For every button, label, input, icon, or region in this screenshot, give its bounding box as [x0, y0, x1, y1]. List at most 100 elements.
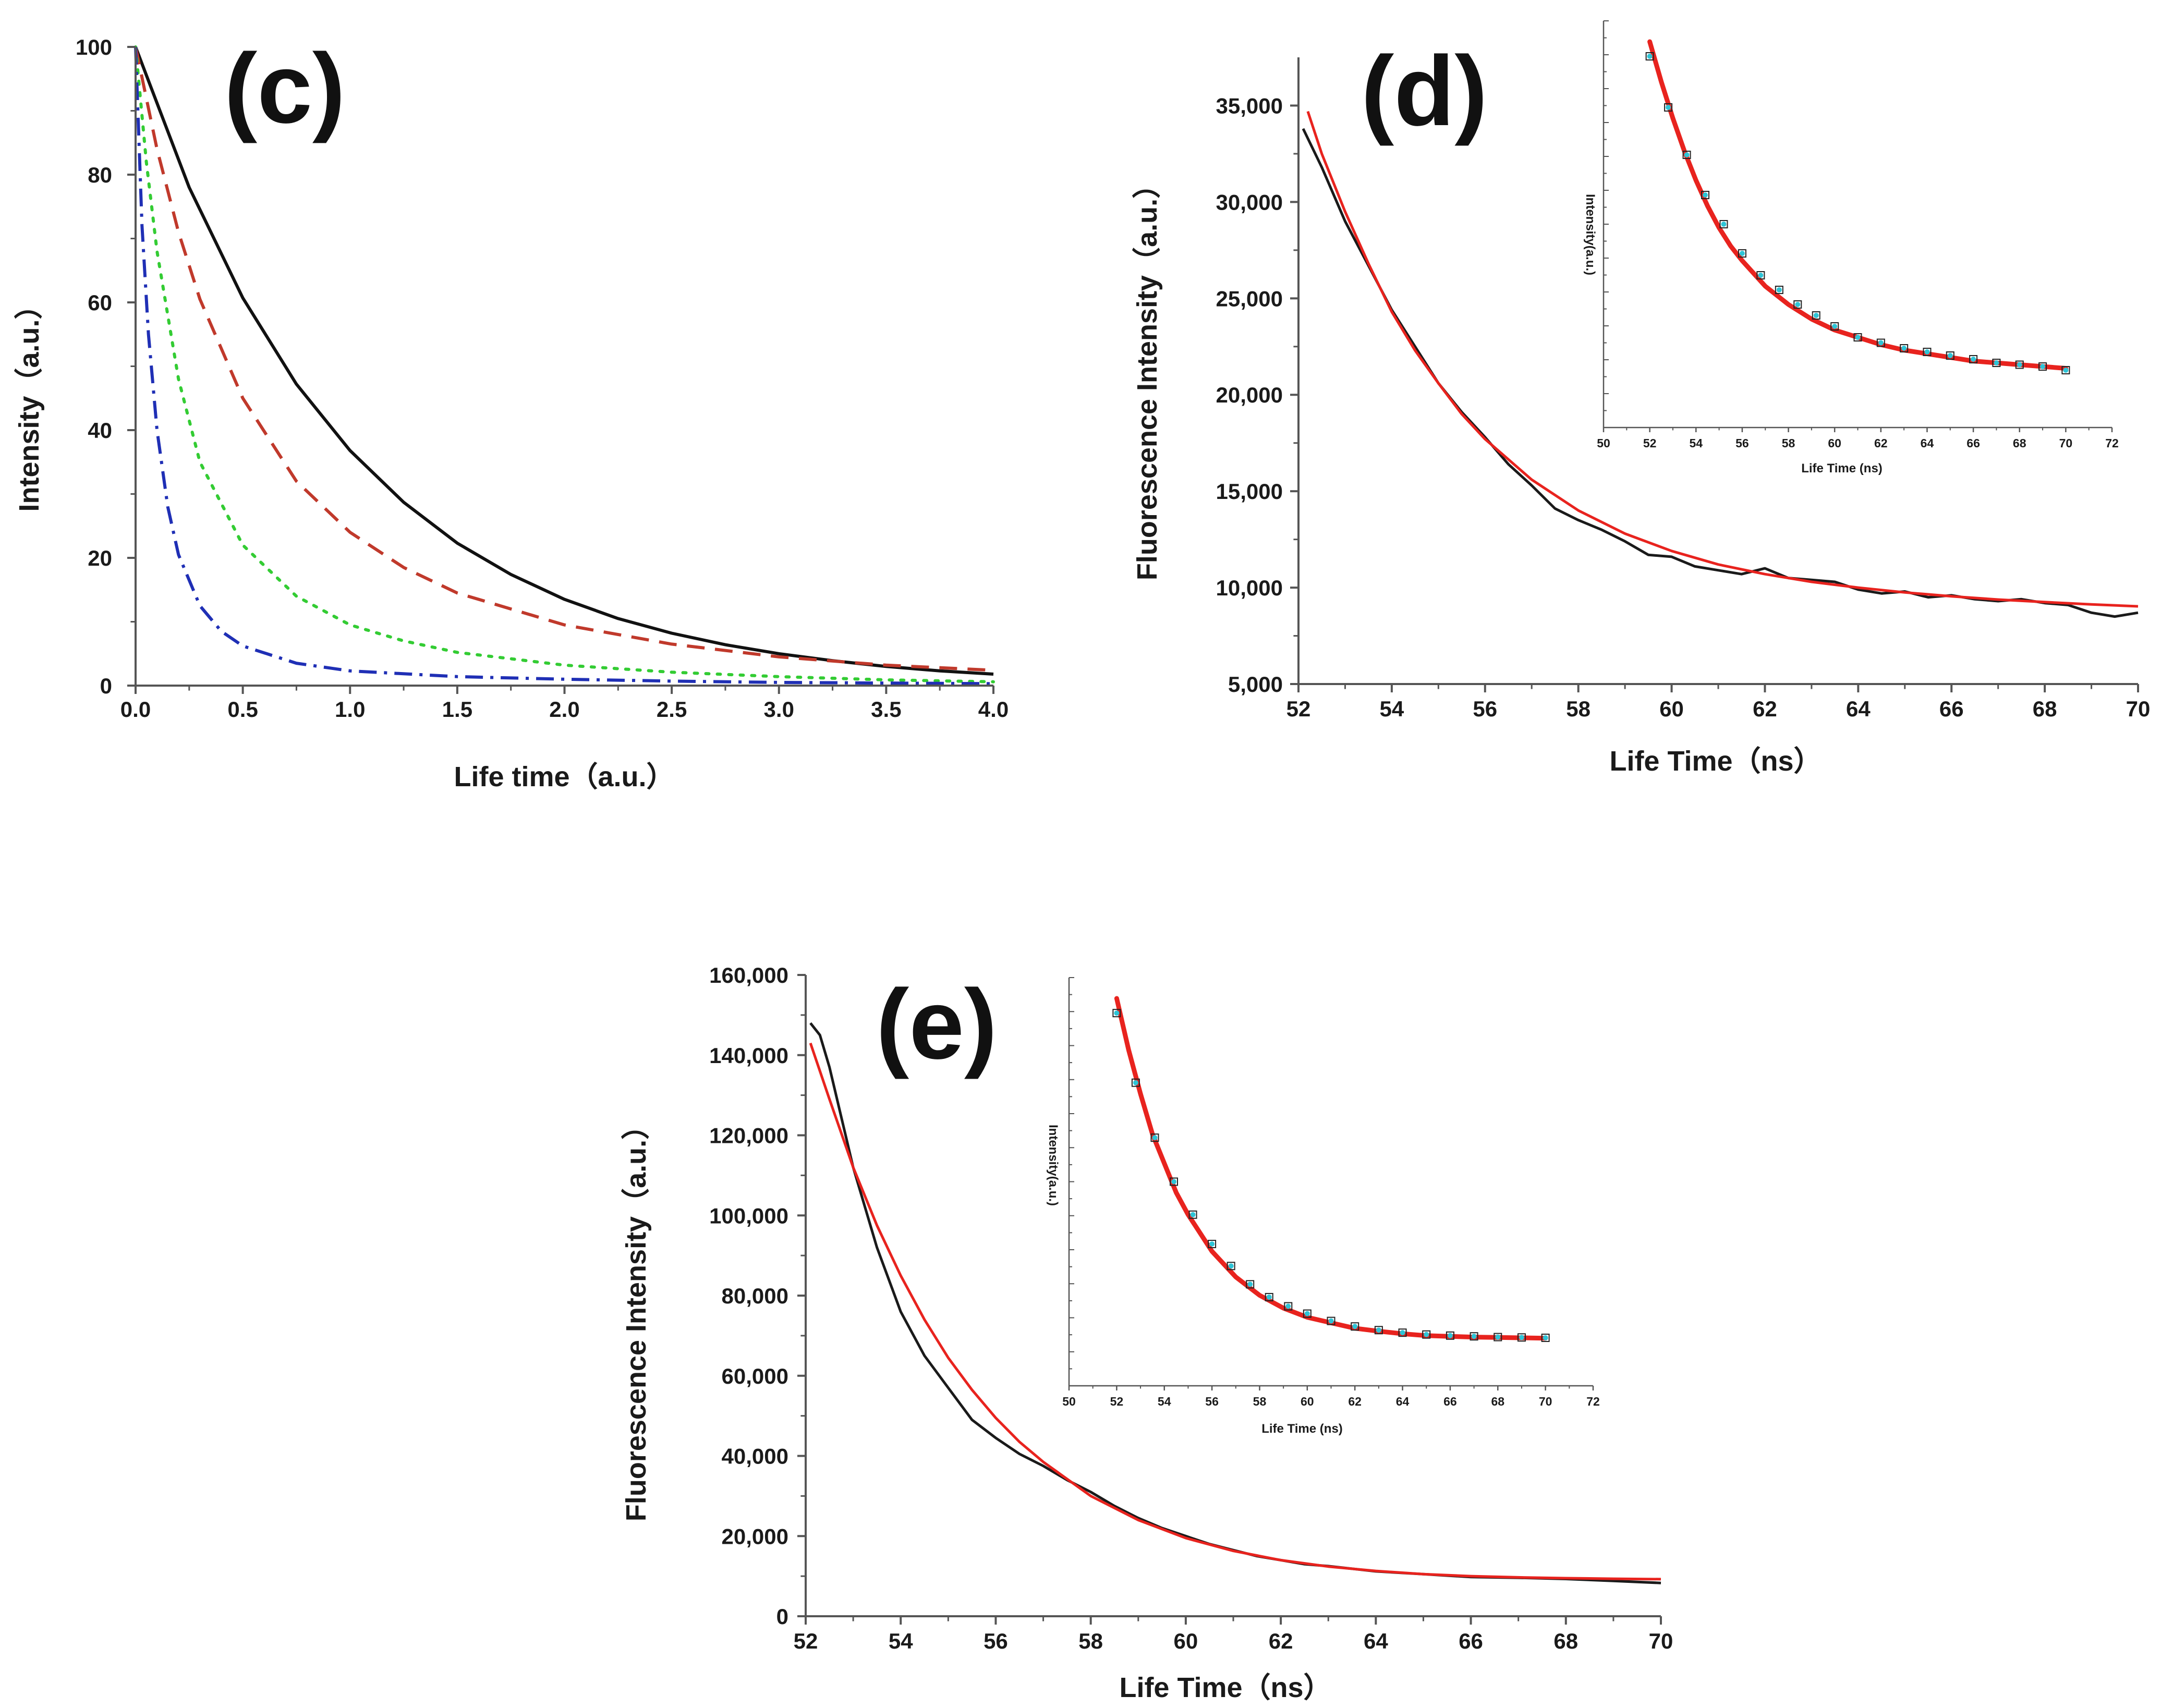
panel-e-inset-data-point [1541, 1333, 1550, 1342]
panel-d-inset-data-dot [2017, 362, 2022, 368]
panel-d-inset-data-point [2015, 360, 2024, 369]
panel-d-inset-data-point [1664, 103, 1673, 112]
panel-c-series-group [134, 45, 995, 686]
panel-d-inset-data-dot [1666, 105, 1671, 110]
panel-e-inset-data-point [1246, 1280, 1255, 1289]
panel-d-inset-data-point [1946, 351, 1954, 360]
panel-c-x-tick-label: 1.5 [442, 697, 472, 722]
panel-e-inset-data-dot [1171, 1179, 1176, 1185]
panel-e-x-tick-label: 66 [1459, 1629, 1483, 1653]
panel-d-inset-data-dot [2040, 364, 2046, 369]
panel-e-inset-x-tick-label: 70 [1539, 1395, 1552, 1408]
panel-d-inset-x-tick-label: 52 [1643, 436, 1657, 450]
panel-d-inset-data-dot [1703, 192, 1708, 198]
panel-e-y-tick-label: 20,000 [722, 1524, 788, 1548]
panel-e-inset-data-point [1112, 1009, 1121, 1018]
panel-e-inset-data-point [1494, 1333, 1502, 1341]
panel-d-inset-x-tick-label: 50 [1597, 436, 1610, 450]
panel-e-series-group [809, 1022, 1661, 1584]
panel-d-inset-x-tick-label: 62 [1874, 436, 1888, 450]
panel-d-x-ticks: 52 54 56 58 60 62 64 66 68 70 [1286, 684, 2150, 721]
panel-d-inset-data-point [1701, 191, 1709, 199]
panel-e-inset-data-dot [1209, 1241, 1215, 1247]
panel-d-inset-data-dot [1878, 340, 1884, 346]
panel-c-y-axis-title: Intensity（a.u.） [14, 291, 45, 511]
panel-e-inset-y-ticks [1069, 977, 1074, 1386]
panel-e-inset-data-dot [1352, 1324, 1358, 1329]
panel-c-y-tick-label: 20 [88, 546, 112, 570]
panel-e-inset-data-dot [1495, 1334, 1501, 1340]
panel-e-x-tick-label: 62 [1269, 1629, 1293, 1653]
panel-d-inset-data-point [1923, 348, 1932, 356]
panel-e-inset-data-point [1150, 1133, 1159, 1142]
panel-c-series-1 [134, 46, 994, 672]
panel-d-x-tick-label: 66 [1939, 697, 1964, 721]
panel-d-x-tick-label: 52 [1286, 697, 1311, 721]
panel-e-inset-x-tick-label: 72 [1586, 1395, 1600, 1408]
panel-d-inset-data-dot [1758, 273, 1764, 278]
panel-d-inset-data-dot [1795, 302, 1801, 307]
panel-d-inset-data-point [2061, 366, 2070, 374]
panel-d-inset-x-tick-label: 66 [1966, 436, 1980, 450]
panel-d-inset-y-axis-title: Intensity(a.u.) [1583, 194, 1597, 275]
panel-d-inset-x-tick-label: 70 [2059, 436, 2073, 450]
panel-e-inset-data-dot [1328, 1318, 1334, 1324]
panel-e-inset-x-tick-label: 64 [1396, 1395, 1410, 1408]
panel-d-label: (d) [1361, 36, 1488, 147]
panel-e-inset-data-dot [1152, 1135, 1158, 1141]
panel-c-series-0 [134, 46, 994, 676]
panel-c-chart: (c) 0.0 0.5 1.0 1.5 2.0 2.5 3.0 3.5 4.0 0 20 40 60 8… [14, 33, 1009, 792]
panel-d-x-tick-label: 54 [1380, 697, 1404, 721]
panel-c-x-tick-label: 3.5 [871, 697, 901, 722]
panel-e-y-tick-label: 40,000 [722, 1444, 788, 1469]
panel-d-inset-data-point [1793, 300, 1802, 309]
panel-e-y-axis-title: Fluorescence Intensity（a.u.） [621, 1112, 652, 1521]
panel-d-inset-data-point [1876, 338, 1885, 347]
panel-e-inset-data-dot [1114, 1010, 1120, 1016]
panel-d-y-tick-label: 10,000 [1216, 576, 1283, 600]
panel-c-y-tick-label: 40 [88, 418, 112, 443]
panel-e-inset-data-point [1374, 1326, 1383, 1335]
panel-d-inset-data-point [1738, 249, 1746, 258]
panel-d-y-tick-label: 15,000 [1216, 479, 1283, 504]
panel-e-inset-y-axis-title: Intensity(a.u.) [1046, 1125, 1060, 1206]
panel-e-inset-data-point [1227, 1262, 1235, 1271]
panel-d-inset-x-axis-title: Life Time (ns) [1801, 461, 1883, 475]
panel-e-x-tick-label: 56 [984, 1629, 1008, 1653]
panel-c-x-tick-label: 2.0 [549, 697, 579, 722]
panel-e-inset-data-dot [1228, 1263, 1234, 1269]
panel-d-inset-x-ticks: 50 52 54 56 58 60 62 64 66 68 70 72 [1597, 428, 2119, 450]
panel-e-x-tick-label: 58 [1078, 1629, 1103, 1653]
panel-d-chart: (d) 52 54 56 58 60 62 64 66 68 70 5,000 10,000 15,0… [1132, 20, 2150, 777]
panel-e-inset-data-dot [1519, 1335, 1524, 1340]
panel-e-x-tick-label: 68 [1553, 1629, 1578, 1653]
panel-c-x-tick-label: 4.0 [978, 697, 1009, 722]
panel-d-inset-data-point [1992, 359, 2001, 367]
panel-e-inset-data-point [1284, 1302, 1293, 1311]
panel-e-y-tick-label: 0 [776, 1604, 788, 1629]
panel-d-y-tick-label: 20,000 [1216, 383, 1283, 407]
panel-c-x-tick-label: 1.0 [335, 697, 365, 722]
panel-e-x-ticks: 52 54 56 58 60 62 64 66 68 70 [794, 1616, 1673, 1653]
panel-c-series-2 [134, 45, 995, 684]
panel-d-y-tick-label: 25,000 [1216, 286, 1283, 311]
panel-d-inset-data-dot [1832, 324, 1838, 329]
panel-d-inset-data-point [1830, 322, 1839, 331]
panel-c-y-tick-label: 60 [88, 290, 112, 315]
panel-d-inset-data-point [1645, 52, 1654, 60]
panel-e-inset-data-point [1303, 1309, 1312, 1318]
panel-e-inset-data-dot [1400, 1330, 1405, 1336]
panel-d-inset: 50 52 54 56 58 60 62 64 66 68 70 72 Life Time (ns) … [1583, 20, 2119, 475]
panel-e-y-tick-label: 60,000 [722, 1364, 788, 1388]
panel-c-x-tick-label: 3.0 [764, 697, 794, 722]
panel-d-inset-x-tick-label: 72 [2105, 436, 2119, 450]
panel-e-inset-x-tick-label: 52 [1110, 1395, 1124, 1408]
panel-e-inset-data-dot [1285, 1303, 1291, 1309]
panel-e-inset-data-dot [1471, 1334, 1477, 1339]
panel-e-inset-x-tick-label: 62 [1348, 1395, 1362, 1408]
panel-d-inset-data-dot [1971, 357, 1976, 362]
panel-d-inset-data-point [1853, 333, 1862, 341]
panel-e-inset-data-dot [1447, 1333, 1453, 1338]
panel-e-inset-data-point [1208, 1240, 1217, 1249]
